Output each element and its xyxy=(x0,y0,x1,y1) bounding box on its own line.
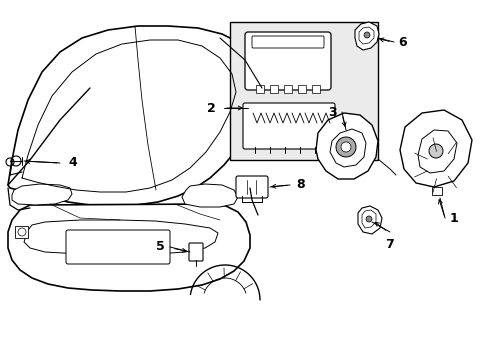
Polygon shape xyxy=(12,184,72,205)
FancyBboxPatch shape xyxy=(244,32,330,90)
Text: 5: 5 xyxy=(156,240,164,253)
Polygon shape xyxy=(354,22,378,50)
FancyBboxPatch shape xyxy=(251,36,324,48)
Polygon shape xyxy=(361,210,375,228)
Polygon shape xyxy=(329,129,365,167)
FancyBboxPatch shape xyxy=(236,176,267,198)
Polygon shape xyxy=(8,26,264,206)
Circle shape xyxy=(335,137,355,157)
Polygon shape xyxy=(357,206,381,234)
Polygon shape xyxy=(399,110,471,187)
Text: 4: 4 xyxy=(68,157,77,170)
Bar xyxy=(311,85,319,93)
Bar xyxy=(284,85,291,93)
Text: 2: 2 xyxy=(207,102,216,114)
Polygon shape xyxy=(431,187,441,195)
Polygon shape xyxy=(24,220,218,255)
Text: 1: 1 xyxy=(449,211,458,225)
FancyBboxPatch shape xyxy=(189,243,203,261)
FancyBboxPatch shape xyxy=(243,103,334,149)
FancyBboxPatch shape xyxy=(66,230,170,264)
Circle shape xyxy=(365,216,371,222)
Polygon shape xyxy=(182,184,238,207)
Text: 8: 8 xyxy=(295,179,304,192)
Polygon shape xyxy=(315,113,377,179)
Bar xyxy=(297,85,305,93)
Text: 3: 3 xyxy=(328,105,336,118)
Text: 7: 7 xyxy=(385,238,393,251)
Bar xyxy=(229,22,377,160)
Circle shape xyxy=(428,144,442,158)
Text: 6: 6 xyxy=(397,36,406,49)
Polygon shape xyxy=(8,204,249,291)
Bar xyxy=(256,85,264,93)
Polygon shape xyxy=(417,130,456,173)
Polygon shape xyxy=(358,27,373,44)
Polygon shape xyxy=(15,226,28,238)
Circle shape xyxy=(340,142,350,152)
Circle shape xyxy=(363,32,369,38)
Bar xyxy=(269,85,278,93)
